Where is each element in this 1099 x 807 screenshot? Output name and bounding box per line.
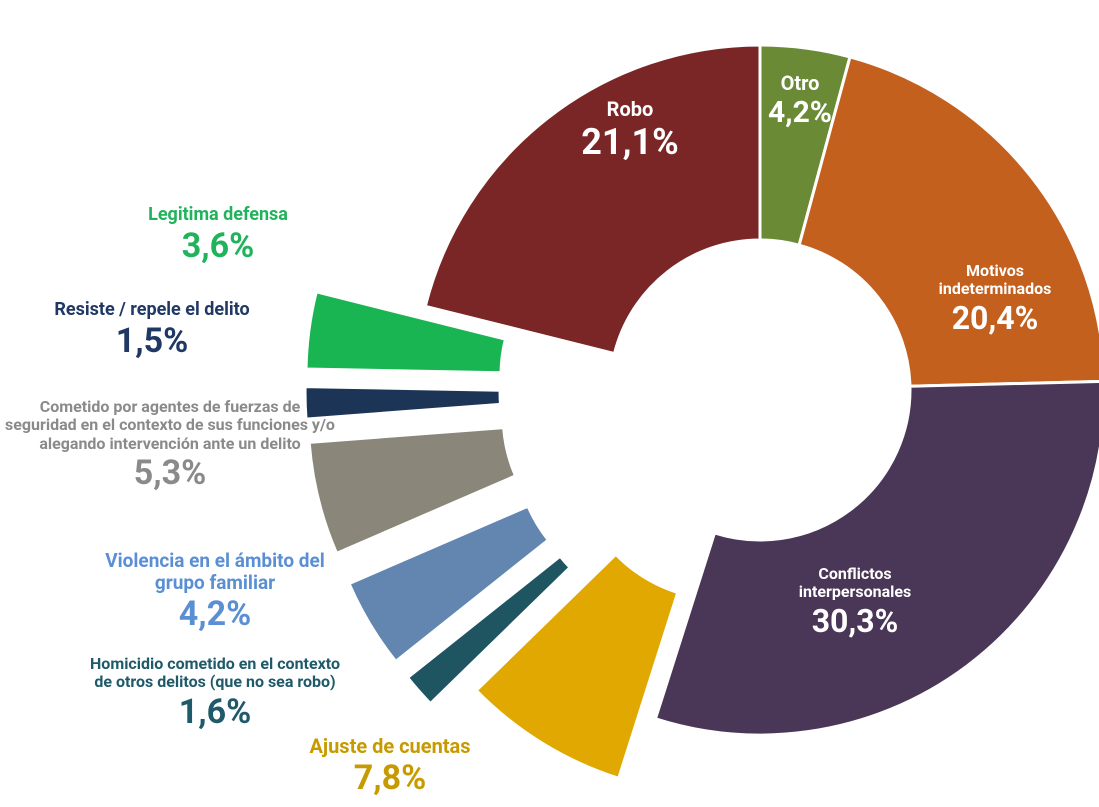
value-label: 1,5% — [115, 320, 189, 361]
slice-label: Motivos indeterminados 20,4% — [915, 261, 1075, 337]
slice — [423, 43, 762, 356]
slice — [797, 55, 1099, 388]
slice — [405, 554, 573, 706]
value-label: 3,6% — [181, 225, 255, 266]
category-label: Motivos indeterminados — [938, 261, 1052, 299]
slice-label: Legitima defensa 3,6% — [98, 204, 338, 266]
slice-label: Ajuste de cuentas 7,8% — [270, 735, 510, 799]
category-label: Legitima defensa — [148, 204, 288, 225]
slice-label: Robo 21,1% — [555, 98, 705, 164]
slice — [307, 426, 518, 556]
slice — [303, 385, 503, 421]
category-label: Homicidio cometido en el contexto de otr… — [90, 654, 340, 692]
slice-label: Violencia en el ámbito del grupo familia… — [90, 550, 340, 634]
slice-label: Homicidio cometido en el contexto de otr… — [90, 654, 340, 733]
slice-label: Resiste / repele el delito 1,5% — [2, 299, 302, 361]
slice-label: Cometido por agentes de fuerzas de segur… — [5, 397, 335, 494]
value-label: 30,3% — [811, 601, 899, 640]
category-label: Violencia en el ámbito del grupo familia… — [105, 549, 325, 594]
slice — [474, 552, 680, 781]
value-label: 4,2% — [178, 593, 252, 634]
slice — [304, 290, 508, 375]
category-label: Robo — [606, 97, 654, 121]
value-label: 20,4% — [951, 298, 1039, 337]
category-label: Conflictos interpersonales — [798, 564, 912, 602]
value-label: 7,8% — [353, 758, 427, 798]
value-label: 4,2% — [768, 95, 832, 130]
slice-label: Otro 4,2% — [760, 72, 840, 131]
category-label: Ajuste de cuentas — [309, 734, 471, 758]
value-label: 21,1% — [581, 121, 679, 163]
category-label: Resiste / repele el delito — [54, 299, 250, 320]
category-label: Cometido por agentes de fuerzas de segur… — [5, 397, 335, 453]
slice — [347, 504, 551, 664]
category-label: Otro — [780, 71, 820, 95]
slice — [653, 379, 1099, 737]
value-label: 1,6% — [178, 691, 252, 732]
value-label: 5,3% — [133, 453, 207, 494]
slice-label: Conflictos interpersonales 30,3% — [765, 564, 945, 640]
